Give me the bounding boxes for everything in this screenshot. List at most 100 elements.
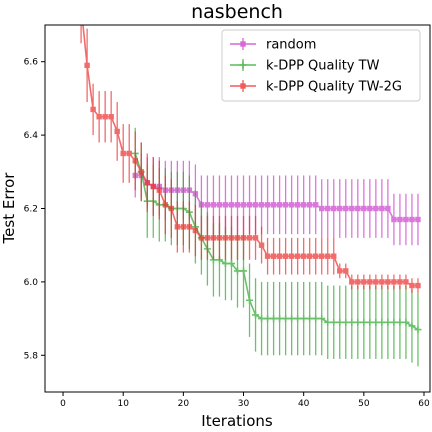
data-point [216,235,223,241]
legend-entry [230,38,256,50]
data-point [331,205,337,212]
data-point [408,322,416,330]
data-point [409,282,415,289]
series-0 [132,153,421,246]
data-point [246,202,253,208]
data-point [282,202,289,208]
data-point [367,205,373,212]
data-point [246,296,254,304]
x-tick-label: 30 [238,399,250,409]
data-point [264,315,272,323]
data-point [409,216,415,223]
legend-marker [240,83,246,89]
data-point [414,326,422,334]
data-point [186,224,193,230]
data-point [210,202,217,208]
y-tick-label: 6.6 [24,58,39,68]
data-point [379,279,385,285]
legend-label: k-DPP Quality TW-2G [266,80,402,95]
data-point [258,242,265,248]
data-point [114,128,120,135]
data-point [192,227,199,234]
data-point [294,253,301,259]
data-point [372,318,380,326]
data-point [222,235,229,241]
data-point [252,235,259,241]
data-point [228,235,235,241]
data-point [270,253,277,259]
y-axis-label: Test Error [0,172,18,245]
data-point [288,253,295,259]
data-point [288,202,295,208]
data-point [306,315,314,323]
legend-marker [240,41,246,47]
data-point [385,279,391,285]
data-point [415,216,421,223]
data-point [373,205,379,212]
data-point [162,202,169,208]
x-tick-label: 40 [298,399,310,409]
data-point [288,315,296,323]
x-tick-label: 0 [60,399,66,409]
data-point [240,267,248,275]
x-axis: 0 10 20 30 40 50 60 [60,392,430,409]
data-point [342,318,350,326]
data-point [150,183,156,190]
legend-box [221,29,421,102]
data-point [234,267,241,275]
series-layer [78,4,422,367]
data-point [336,318,344,326]
data-point [156,187,162,193]
data-point [174,224,181,230]
x-tick-label: 20 [178,399,190,409]
data-point [343,268,349,274]
data-point [282,315,290,323]
data-point [306,253,313,259]
data-point [300,315,308,323]
data-point [120,150,126,157]
data-point [90,106,96,113]
data-point [391,216,397,223]
legend-entry [230,59,256,71]
data-point [198,235,205,241]
data-point [355,205,361,212]
data-point [318,315,326,323]
data-point [300,202,307,208]
data-point [402,318,410,326]
data-point [348,318,356,326]
data-point [312,315,320,323]
data-point [222,202,229,208]
legend-marker [239,61,247,69]
data-point [264,202,271,208]
data-point [240,202,247,208]
legend-label: random [266,38,316,53]
data-point [102,114,108,120]
data-point [396,318,404,326]
data-point [210,235,217,241]
series-2 [78,4,421,293]
data-point [258,202,265,208]
data-point [397,279,403,285]
data-point [361,205,367,212]
legend-label: k-DPP Quality TW [266,59,380,74]
data-point [331,253,337,259]
data-point [349,279,355,285]
data-point [330,318,338,326]
y-tick-label: 6.2 [24,205,38,215]
chart-title: nasbench [191,1,283,23]
data-point [415,282,421,289]
data-point [391,279,397,285]
data-point [108,114,114,120]
data-point [384,318,392,326]
data-point [300,253,307,259]
data-point [361,279,367,285]
data-point [313,253,319,259]
series-1 [131,127,422,367]
data-point [78,4,83,9]
data-point [319,205,325,212]
data-point [360,318,368,326]
y-tick-label: 6.0 [24,278,39,288]
data-point [366,318,374,326]
data-point [252,311,260,319]
data-point [294,315,302,323]
